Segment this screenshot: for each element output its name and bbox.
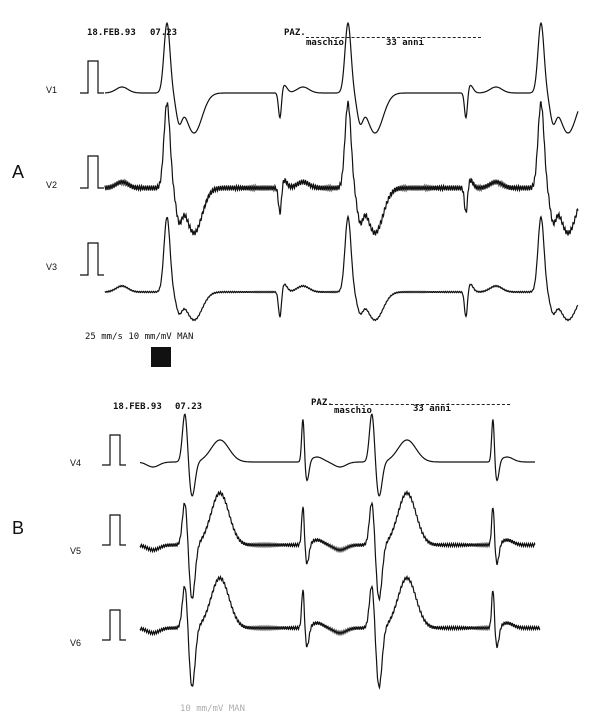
date: 18.FEB.93	[87, 28, 136, 38]
calibration-pulse-v1	[80, 60, 104, 94]
time-b: 07.23	[175, 402, 203, 412]
patient-age-b: 33 anni	[413, 404, 451, 414]
patient-name-line	[306, 37, 481, 38]
patient-sex: maschio	[306, 38, 344, 48]
recording-settings: 25 mm/s 10 mm/mV MAN	[85, 332, 194, 342]
calibration-pulse-v6	[102, 609, 126, 641]
patient-age: 33 anni	[386, 38, 424, 48]
panel-b-label: B	[12, 518, 25, 538]
ecg-trace-v2	[104, 100, 579, 236]
time: 07.23	[150, 28, 178, 38]
lead-label-v1: V1	[46, 85, 58, 95]
lead-label-v5: V5	[70, 546, 82, 556]
calibration-pulse-v4	[102, 434, 126, 466]
patient-sex-b: maschio	[334, 406, 372, 416]
calibration-marker	[151, 347, 171, 367]
lead-label-v4: V4	[70, 458, 82, 468]
patient-label-b: PAZ.	[311, 398, 333, 408]
ecg-trace-v1	[105, 21, 579, 134]
calibration-pulse-v3	[80, 242, 104, 276]
patient-name-line-b	[330, 404, 510, 405]
recording-settings-b: 10 mm/mV MAN	[180, 704, 246, 713]
lead-label-v6: V6	[70, 638, 82, 648]
ecg-trace-v3	[104, 214, 579, 322]
panel-a-label: A	[12, 162, 25, 182]
lead-label-v3: V3	[46, 262, 58, 272]
calibration-pulse-v5	[102, 514, 126, 546]
lead-label-v2: V2	[46, 180, 58, 190]
ecg-trace-v5	[139, 489, 536, 602]
ecg-trace-v6	[139, 574, 541, 690]
date-b: 18.FEB.93	[113, 402, 162, 412]
calibration-pulse-v2	[80, 155, 104, 189]
ecg-trace-v4	[139, 413, 535, 497]
patient-label: PAZ.	[284, 28, 306, 38]
